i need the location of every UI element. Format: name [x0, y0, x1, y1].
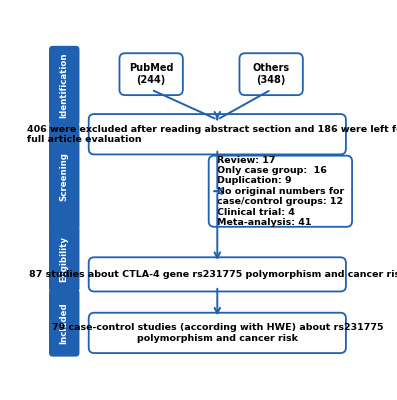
Text: Included: Included	[60, 302, 69, 344]
FancyBboxPatch shape	[89, 313, 346, 353]
Text: Identification: Identification	[60, 53, 69, 118]
Text: Eligibility: Eligibility	[60, 236, 69, 282]
FancyBboxPatch shape	[209, 156, 352, 227]
Text: 406 were excluded after reading abstract section and 186 were left for
full arti: 406 were excluded after reading abstract…	[27, 124, 397, 144]
FancyBboxPatch shape	[49, 226, 79, 292]
FancyBboxPatch shape	[49, 289, 79, 357]
Text: Review: 17
Only case group:  16
Duplication: 9
No original numbers for
case/cont: Review: 17 Only case group: 16 Duplicati…	[217, 156, 344, 227]
Text: 87 studies about CTLA-4 gene rs231775 polymorphism and cancer risk: 87 studies about CTLA-4 gene rs231775 po…	[29, 270, 397, 279]
FancyBboxPatch shape	[49, 46, 79, 126]
Text: Others
(348): Others (348)	[252, 63, 290, 85]
FancyBboxPatch shape	[89, 257, 346, 292]
Text: PubMed
(244): PubMed (244)	[129, 63, 173, 85]
FancyBboxPatch shape	[49, 123, 79, 230]
FancyBboxPatch shape	[89, 114, 346, 154]
Text: 79 case-control studies (according with HWE) about rs231775
polymorphism and can: 79 case-control studies (according with …	[52, 323, 383, 342]
FancyBboxPatch shape	[119, 53, 183, 95]
FancyBboxPatch shape	[239, 53, 303, 95]
Text: Screening: Screening	[60, 152, 69, 201]
